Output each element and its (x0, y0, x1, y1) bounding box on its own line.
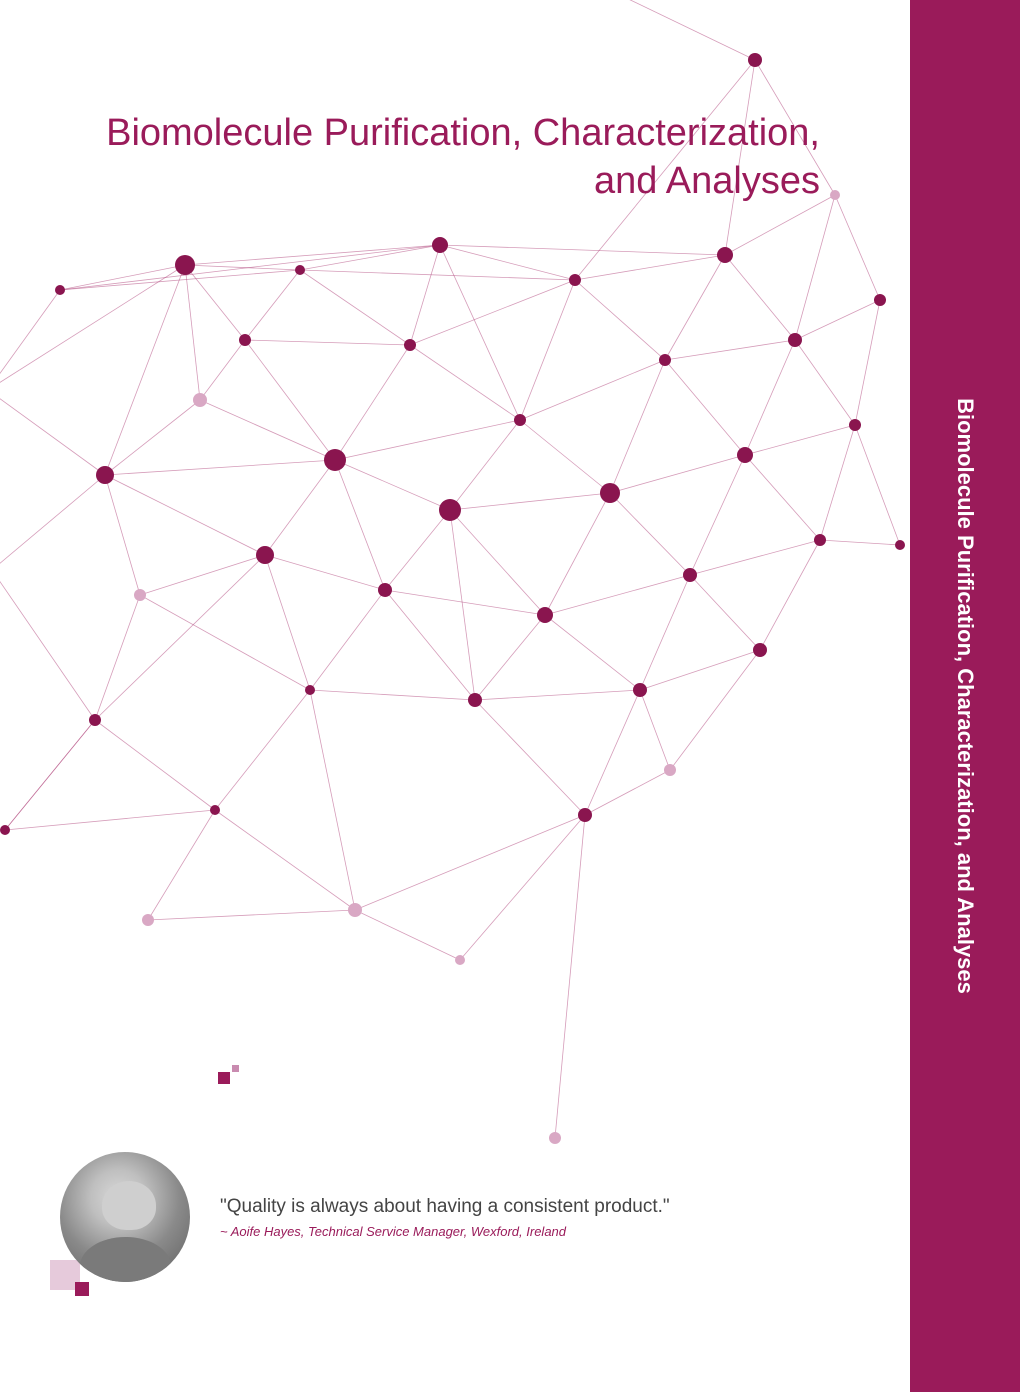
page: Biomolecule Purification, Characterizati… (0, 0, 1020, 1392)
sidebar-label: Biomolecule Purification, Characterizati… (952, 398, 978, 994)
sidebar-tab: Biomolecule Purification, Characterizati… (910, 0, 1020, 1392)
quote-attribution: ~ Aoife Hayes, Technical Service Manager… (220, 1224, 820, 1239)
page-title: Biomolecule Purification, Characterizati… (60, 110, 820, 205)
quote-section: "Quality is always about having a consis… (60, 1152, 820, 1282)
decorative-square (218, 1072, 230, 1084)
quote-text: "Quality is always about having a consis… (220, 1196, 820, 1218)
decorative-square (75, 1282, 89, 1296)
quote-block: "Quality is always about having a consis… (220, 1196, 820, 1239)
author-photo (60, 1152, 190, 1282)
decorative-square (232, 1065, 239, 1072)
